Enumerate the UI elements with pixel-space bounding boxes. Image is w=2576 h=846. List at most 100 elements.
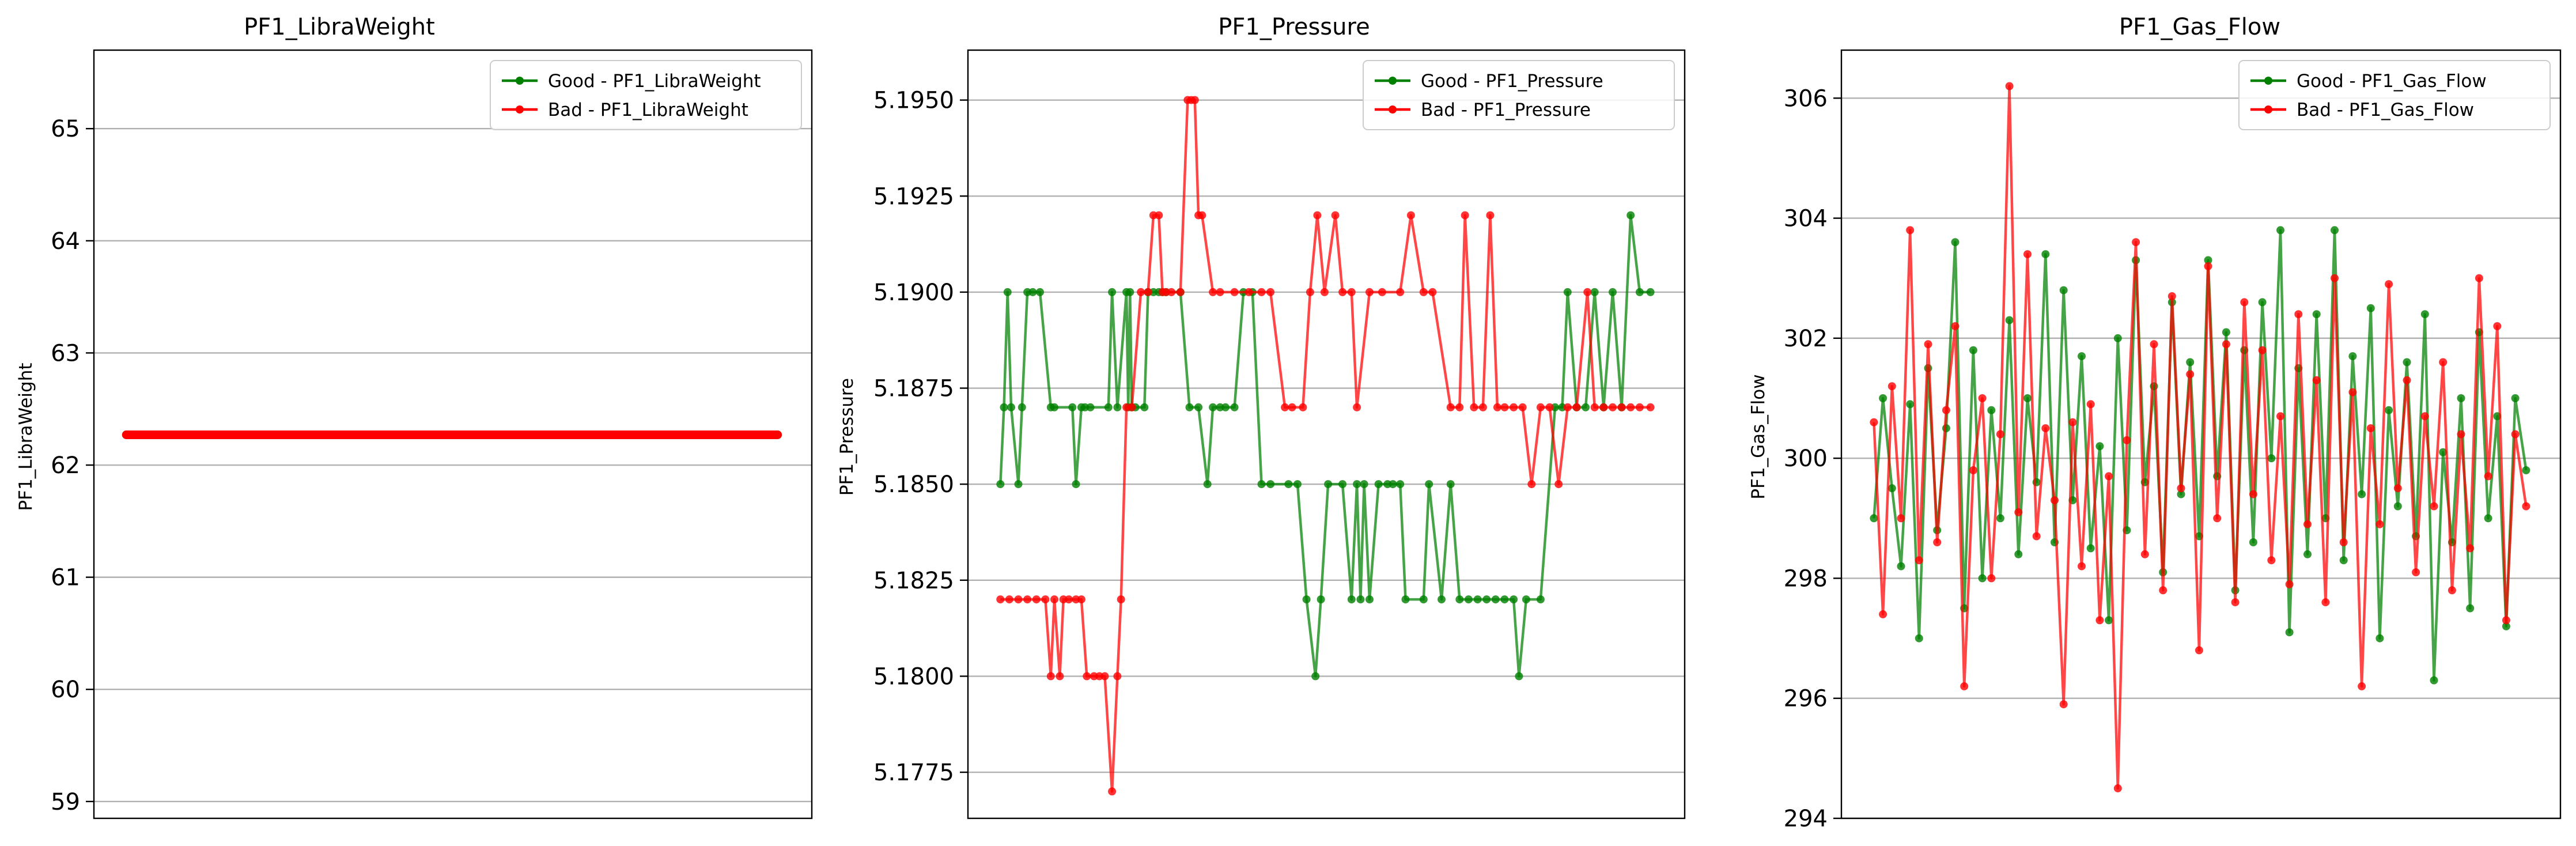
data-point	[1046, 672, 1055, 681]
data-point	[1190, 96, 1199, 104]
data-point	[1609, 403, 1617, 411]
data-point	[2195, 646, 2203, 655]
data-point	[1140, 403, 1149, 411]
data-point	[2312, 310, 2321, 319]
data-point	[1144, 288, 1152, 296]
data-point	[1563, 288, 1572, 296]
legend-swatch-marker	[2264, 105, 2272, 114]
data-point	[1396, 288, 1405, 296]
y-tick-label: 5.1875	[873, 376, 954, 402]
data-point	[1317, 595, 1325, 604]
data-point	[2213, 514, 2222, 523]
data-point	[1014, 595, 1023, 604]
data-point	[1007, 403, 1015, 411]
data-point	[1500, 595, 1509, 604]
data-point	[1518, 403, 1527, 411]
data-point	[1028, 288, 1037, 296]
legend-frame	[490, 60, 802, 130]
data-point	[2375, 634, 2384, 643]
data-point	[1396, 480, 1405, 489]
data-point	[2150, 340, 2158, 349]
data-point	[1554, 480, 1563, 489]
legend-swatch-marker	[516, 77, 524, 85]
data-point	[2366, 424, 2375, 433]
data-point	[1128, 403, 1136, 411]
data-point	[2403, 376, 2411, 384]
y-tick-label: 59	[51, 789, 80, 815]
data-point	[1003, 288, 1012, 296]
data-point	[1942, 406, 1950, 414]
panel-gas-flow: PF1_Gas_Flow PF1_Gas_Flow 294 296 298 300 30…	[1748, 14, 2562, 832]
data-point	[2511, 394, 2520, 402]
data-point	[1117, 595, 1125, 604]
y-tick-label: 300	[1784, 445, 1828, 472]
data-point	[1906, 226, 1915, 235]
data-point	[1086, 403, 1095, 411]
data-point	[1482, 595, 1491, 604]
data-point	[2023, 250, 2032, 259]
data-point	[1050, 403, 1058, 411]
data-point	[2502, 622, 2510, 630]
data-point	[2159, 586, 2168, 595]
data-point	[2095, 616, 2104, 625]
data-point	[2267, 556, 2276, 565]
data-point	[1419, 288, 1428, 296]
data-point	[1311, 672, 1320, 681]
data-point	[1288, 403, 1296, 411]
data-point	[1951, 238, 1960, 247]
data-point	[1036, 288, 1044, 296]
plot-area: 294 296 298 300 302 304 306 Good - PF1_Gas_Flow…	[1784, 49, 2562, 832]
y-axis-label: PF1_Pressure	[837, 378, 857, 496]
data-point	[2420, 310, 2429, 319]
data-point	[2005, 316, 2014, 324]
data-point	[1401, 595, 1410, 604]
data-point	[1284, 480, 1293, 489]
data-point	[1365, 288, 1374, 296]
data-point	[1203, 480, 1212, 489]
data-point	[1493, 403, 1501, 411]
data-point	[1491, 595, 1500, 604]
data-point	[1068, 403, 1077, 411]
data-point	[2078, 562, 2086, 571]
data-point	[1072, 480, 1080, 489]
data-point	[1455, 595, 1464, 604]
y-tick-label: 5.1925	[873, 183, 954, 210]
data-point	[1461, 211, 1469, 220]
data-point	[2312, 376, 2321, 384]
data-point	[1353, 403, 1361, 411]
data-point	[1056, 672, 1064, 681]
data-point	[1113, 403, 1122, 411]
data-point	[2078, 352, 2086, 361]
data-point	[1500, 403, 1509, 411]
data-point	[2385, 280, 2393, 289]
data-point	[1293, 480, 1302, 489]
data-point	[1113, 672, 1122, 681]
data-point	[2430, 502, 2438, 511]
legend-frame	[2238, 60, 2551, 130]
data-point	[2105, 472, 2113, 481]
data-point	[2231, 598, 2240, 607]
legend-label: Bad - PF1_Pressure	[1421, 100, 1591, 120]
data-point	[1014, 480, 1023, 489]
plot-frame	[967, 49, 1686, 819]
data-point	[1464, 595, 1473, 604]
data-point	[1626, 211, 1635, 220]
data-point	[2086, 544, 2095, 553]
data-point	[2249, 490, 2257, 498]
data-point	[1077, 595, 1085, 604]
data-point	[1005, 595, 1013, 604]
data-point	[1389, 480, 1397, 489]
data-point	[2331, 274, 2339, 282]
y-axis-label: PF1_Gas_Flow	[1748, 374, 1769, 499]
data-point	[1969, 346, 1977, 354]
y-tick-label: 5.1850	[873, 471, 954, 498]
data-point	[2493, 322, 2502, 330]
data-point	[2420, 412, 2429, 421]
y-tick-label: 64	[51, 228, 80, 255]
data-point	[2023, 394, 2032, 402]
data-point	[2014, 550, 2023, 558]
data-point	[1969, 466, 1977, 474]
data-point	[1023, 595, 1032, 604]
data-point	[1299, 403, 1307, 411]
data-point	[1230, 403, 1239, 411]
